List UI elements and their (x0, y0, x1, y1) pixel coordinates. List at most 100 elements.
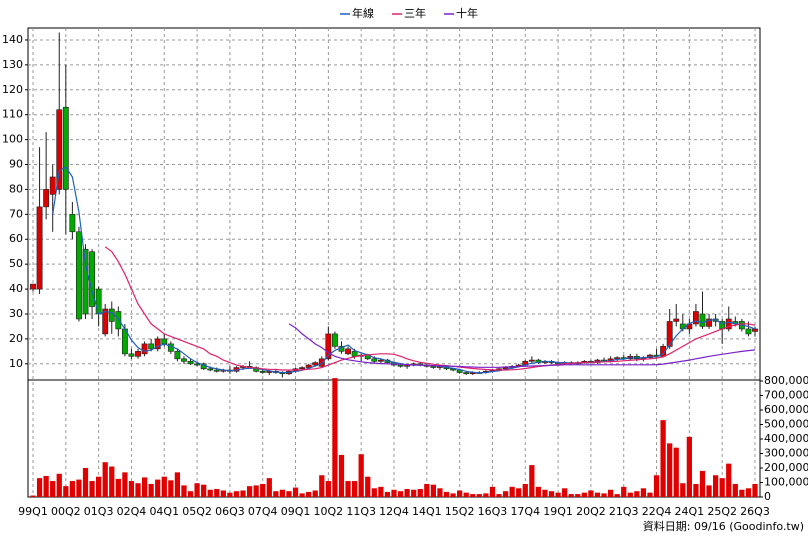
candle-body (312, 362, 319, 366)
volume-bar (161, 476, 167, 497)
y2-tick-label: 0 (764, 490, 771, 503)
candle-body (463, 372, 470, 375)
candle-body (76, 231, 82, 320)
volume-bar (411, 489, 417, 497)
volume-bar (148, 483, 154, 497)
volume-bar (63, 486, 69, 497)
volume-bar (522, 483, 528, 497)
candle-body (36, 206, 43, 290)
candle-body (95, 288, 102, 315)
volume-bar (96, 476, 102, 497)
candle-body (82, 248, 89, 315)
candle-body (745, 328, 752, 335)
volume-bar (686, 436, 692, 497)
y2-tick-label: 800,000 (764, 374, 808, 387)
x-tick-label: 16Q3 (478, 505, 508, 518)
volume-bar (430, 484, 437, 497)
volume-bar (89, 481, 95, 497)
candle-body (207, 368, 214, 371)
volume-bar (240, 490, 246, 497)
y2-tick-label: 600,000 (764, 403, 808, 416)
legend-label: 十年 (456, 6, 478, 20)
volume-bar (417, 489, 423, 497)
volume-bar (732, 483, 738, 497)
volume-bar (332, 378, 338, 497)
candle-body (213, 369, 220, 372)
volume-bar (660, 420, 666, 497)
volume-bar (614, 494, 620, 497)
candle-body (693, 311, 699, 325)
candle-body (673, 318, 680, 322)
candle-body (141, 343, 148, 355)
volume-bar (594, 492, 601, 497)
volume-bar (601, 493, 607, 497)
x-tick-label: 99Q1 (18, 505, 48, 518)
volume-bar (502, 491, 509, 497)
volume-bar (43, 475, 49, 497)
candle-body (325, 333, 332, 360)
volume-bar (194, 483, 200, 497)
candle-body (102, 308, 109, 335)
volume-bar (233, 491, 240, 497)
candle-body (69, 214, 76, 233)
volume-bar (299, 493, 305, 497)
volume-bar (575, 494, 581, 497)
candle-body (318, 358, 325, 367)
volume-bar (30, 495, 36, 497)
candle-body (187, 361, 194, 365)
volume-bar (457, 490, 463, 497)
y-tick-label: 70 (9, 207, 23, 220)
y-tick-label: 110 (2, 108, 23, 121)
y-tick-label: 60 (9, 232, 23, 245)
volume-bar (345, 481, 351, 497)
candle-body (377, 359, 384, 362)
candle-body (371, 358, 378, 362)
volume-bar (496, 494, 502, 497)
volume-bar (699, 470, 706, 497)
candle-body (30, 283, 36, 290)
volume-bar (50, 481, 56, 497)
volume-bar (483, 493, 489, 497)
volume-bar (745, 488, 752, 497)
volume-bar (463, 492, 469, 497)
candle-body (115, 311, 122, 330)
volume-bar (640, 488, 647, 497)
volume-bar (174, 472, 181, 497)
volume-bar (292, 487, 299, 497)
candle-body (161, 338, 168, 345)
volume-bar (253, 485, 259, 497)
candle-body (62, 106, 69, 190)
y2-tick-label: 300,000 (764, 447, 808, 460)
volume-bar (128, 481, 135, 497)
volume-bar (207, 489, 213, 497)
volume-bar (122, 472, 128, 497)
volume-bar (529, 465, 535, 497)
volume-bar (555, 492, 561, 497)
x-tick-label: 00Q2 (51, 505, 81, 518)
volume-bar (319, 475, 325, 497)
volume-bar (712, 475, 719, 497)
candle-body (174, 351, 181, 360)
candle-body (56, 109, 63, 190)
x-tick-label: 09Q1 (281, 505, 311, 518)
x-tick-label: 06Q3 (215, 505, 245, 518)
y-tick-label: 10 (9, 357, 23, 370)
volume-bar (647, 492, 653, 497)
volume-bar (76, 479, 82, 497)
volume-bar (489, 486, 496, 497)
volume-bar (680, 483, 686, 497)
volume-bar (509, 486, 515, 497)
legend-label: 年線 (352, 6, 374, 20)
volume-bar (36, 478, 43, 497)
volume-bar (667, 443, 673, 497)
x-tick-label: 12Q4 (379, 505, 409, 518)
y2-tick-label: 200,000 (764, 461, 808, 474)
volume-bar (187, 491, 194, 497)
candle-body (528, 359, 535, 362)
legend-label: 三年 (404, 6, 426, 20)
volume-bar (424, 483, 430, 497)
y2-tick-label: 100,000 (764, 476, 808, 489)
candle-body (135, 351, 141, 357)
x-tick-label: 07Q4 (248, 505, 278, 518)
